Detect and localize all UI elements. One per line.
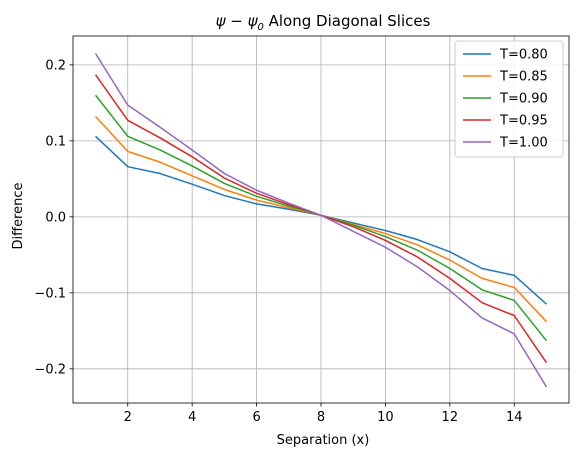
x-tick-label: 2: [124, 410, 132, 425]
x-tick-label: 6: [252, 410, 260, 425]
legend-box: [454, 40, 564, 158]
series-line: [94, 53, 548, 388]
x-tick-label: 8: [317, 410, 325, 425]
y-tick-label: −0.1: [34, 286, 66, 301]
x-tick-label: 12: [442, 410, 459, 425]
chart-title: ψ − ψ0 Along Diagonal Slices: [216, 12, 431, 33]
legend-label: T=0.95: [499, 114, 548, 129]
y-tick-label: 0.2: [45, 58, 66, 73]
legend-label: T=1.00: [499, 136, 548, 151]
y-tick-label: 0.0: [45, 210, 66, 225]
legend: T=0.80 T=0.85 T=0.90 T=0.95 T=1.00: [454, 40, 564, 158]
legend-label: T=0.85: [499, 70, 548, 85]
y-tick-label: −0.2: [34, 362, 66, 377]
x-tick-label: 10: [377, 410, 394, 425]
y-axis-label: Difference: [11, 182, 26, 249]
title-subscript: 0: [257, 22, 263, 33]
title-rest: Along Diagonal Slices: [264, 12, 431, 30]
y-tick-label: 0.1: [45, 134, 66, 149]
legend-label: T=0.90: [499, 92, 548, 107]
x-tick-label: 4: [188, 410, 196, 425]
x-axis-label: Separation (x): [277, 433, 370, 448]
title-main: ψ − ψ: [216, 12, 259, 30]
x-tick-label: 14: [506, 410, 523, 425]
legend-label: T=0.80: [499, 48, 548, 63]
